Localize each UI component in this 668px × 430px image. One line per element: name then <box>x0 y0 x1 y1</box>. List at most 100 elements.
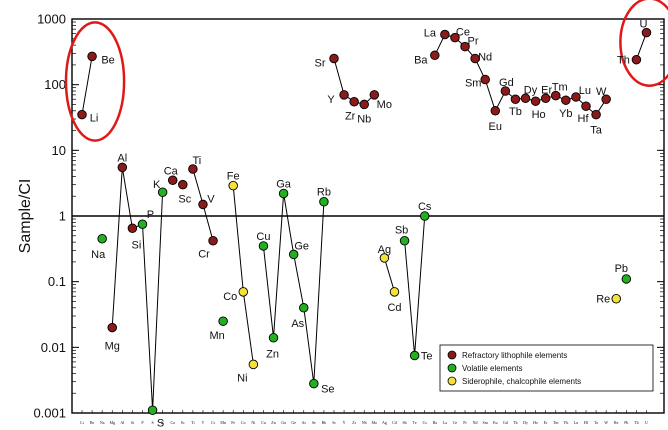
series-line <box>635 32 647 60</box>
point-ho <box>530 96 541 106</box>
point-sm <box>480 74 490 85</box>
label-nd: Nd <box>478 52 492 64</box>
x-tick-label: Ho <box>533 420 538 425</box>
x-axis-tick-labels: Li Be Na Mg Al Si P S K Ca Sc Ti V Cr Mn Fe Co Ni Cu Zn Ga Ge… <box>80 420 648 425</box>
highlight-ellipse <box>619 0 668 87</box>
x-tick-label: Yb <box>563 420 568 425</box>
point-re <box>611 293 621 304</box>
data-points <box>77 27 652 416</box>
x-tick-label: Al <box>120 420 125 425</box>
point-th <box>631 54 642 65</box>
x-tick-label: Gd <box>503 420 508 425</box>
point-la <box>440 29 450 40</box>
x-tick-label: Te <box>413 420 417 425</box>
x-tick-label: Co <box>241 420 246 425</box>
point-te <box>409 350 420 361</box>
point-li <box>77 109 87 120</box>
point-hf <box>581 101 591 111</box>
x-tick-label: Cr <box>211 420 216 425</box>
x-tick-label: Ge <box>291 420 296 425</box>
label-zn: Zn <box>266 349 279 361</box>
label-k: K <box>153 179 161 191</box>
highlight-circles <box>64 0 668 142</box>
point-nd <box>470 53 480 64</box>
point-v <box>198 199 208 210</box>
label-ge: Ge <box>294 240 309 252</box>
y-tick-label: 100 <box>44 77 66 92</box>
label-p: P <box>147 209 154 221</box>
x-tick-label: Tm <box>553 420 559 425</box>
x-tick-label: Sb <box>402 420 406 425</box>
label-nb: Nb <box>357 113 371 125</box>
label-mn: Mn <box>209 330 224 342</box>
label-na: Na <box>91 249 106 261</box>
x-tick-label: Si <box>131 420 135 425</box>
label-yb: Yb <box>559 108 572 120</box>
label-cs: Cs <box>418 201 432 213</box>
x-tick-label: Li <box>80 420 84 425</box>
x-tick-label: Cd <box>392 420 397 425</box>
point-er <box>540 93 551 104</box>
label-fe: Fe <box>227 171 240 183</box>
x-tick-label: Pr <box>463 420 467 425</box>
series-line <box>232 185 254 365</box>
point-cu <box>258 241 269 251</box>
x-tick-label: Ag <box>382 420 387 425</box>
y-tick-label: 1 <box>59 209 66 224</box>
point-sc <box>178 179 188 190</box>
point-as <box>299 303 309 313</box>
legend-label-refractory: Refractory lithophile elements <box>462 351 567 360</box>
x-tick-label: Zr <box>352 420 356 425</box>
label-co: Co <box>223 291 237 303</box>
x-tick-label: As <box>302 420 307 425</box>
series-line <box>404 215 426 356</box>
point-al <box>117 162 128 173</box>
point-mn <box>218 316 228 326</box>
label-cr: Cr <box>198 249 210 261</box>
point-pb <box>621 274 632 284</box>
label-al: Al <box>117 152 127 164</box>
label-rb: Rb <box>317 187 331 199</box>
y-axis-title: Sample/CI <box>17 179 34 254</box>
y-axis-title-group: Sample/CI <box>17 179 34 254</box>
y-tick-label: 0.001 <box>33 406 66 421</box>
point-sb <box>399 235 410 246</box>
label-ag: Ag <box>378 244 391 256</box>
x-tick-label: Fe <box>231 420 235 425</box>
label-ce: Ce <box>456 27 470 39</box>
label-cu: Cu <box>256 231 270 243</box>
label-cd: Cd <box>387 302 401 314</box>
x-tick-label: Er <box>544 420 548 425</box>
point-pr <box>460 41 470 52</box>
x-tick-label: Y <box>343 420 346 425</box>
label-ca: Ca <box>164 165 179 177</box>
x-tick-label: Ti <box>191 420 195 425</box>
legend-label-volatile: Volatile elements <box>462 364 522 373</box>
label-eu: Eu <box>489 121 502 133</box>
highlight-ellipse <box>64 21 126 142</box>
x-tick-label: Dy <box>523 420 528 425</box>
label-zr: Zr <box>345 111 356 123</box>
legend-marker-volatile <box>447 363 457 373</box>
label-ba: Ba <box>414 54 428 66</box>
label-te: Te <box>421 351 433 363</box>
label-be: Be <box>101 54 114 66</box>
label-sc: Sc <box>178 194 191 206</box>
x-tick-label: Ca <box>170 420 175 425</box>
y-tick-label: 0.1 <box>48 274 66 289</box>
point-ge <box>288 249 299 260</box>
x-tick-label: Sm <box>483 420 489 425</box>
label-lu: Lu <box>579 85 591 97</box>
point-tm <box>551 90 561 101</box>
legend-marker-refractory <box>447 350 457 360</box>
series-line <box>111 167 164 411</box>
point-sr <box>329 53 339 64</box>
x-tick-label: U <box>645 420 648 425</box>
x-tick-label: Be <box>90 420 95 425</box>
label-re: Re <box>596 294 610 306</box>
point-na <box>97 234 107 244</box>
point-mg <box>107 322 117 333</box>
label-u: U <box>640 19 648 31</box>
point-y <box>339 90 349 100</box>
